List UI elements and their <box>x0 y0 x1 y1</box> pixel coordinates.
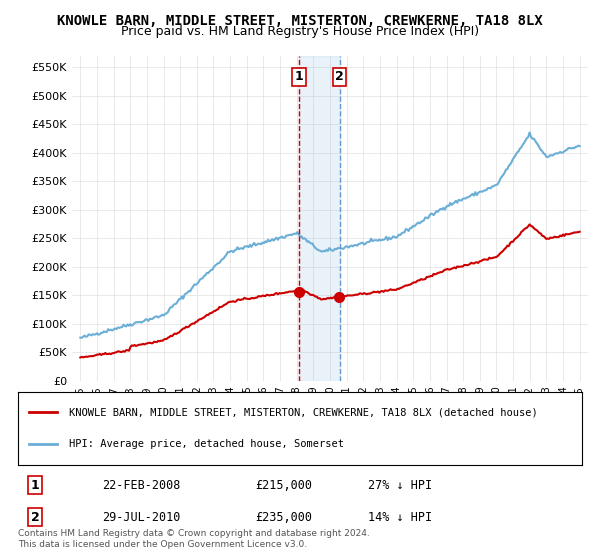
Text: 1: 1 <box>31 479 39 492</box>
Text: Price paid vs. HM Land Registry's House Price Index (HPI): Price paid vs. HM Land Registry's House … <box>121 25 479 38</box>
Text: 2: 2 <box>31 511 39 524</box>
Text: Contains HM Land Registry data © Crown copyright and database right 2024.
This d: Contains HM Land Registry data © Crown c… <box>18 529 370 549</box>
Text: KNOWLE BARN, MIDDLE STREET, MISTERTON, CREWKERNE, TA18 8LX (detached house): KNOWLE BARN, MIDDLE STREET, MISTERTON, C… <box>69 407 538 417</box>
Text: 2: 2 <box>335 70 344 83</box>
Text: KNOWLE BARN, MIDDLE STREET, MISTERTON, CREWKERNE, TA18 8LX: KNOWLE BARN, MIDDLE STREET, MISTERTON, C… <box>57 14 543 28</box>
Text: 14% ↓ HPI: 14% ↓ HPI <box>368 511 432 524</box>
Text: HPI: Average price, detached house, Somerset: HPI: Average price, detached house, Some… <box>69 440 344 450</box>
Text: 27% ↓ HPI: 27% ↓ HPI <box>368 479 432 492</box>
Text: £215,000: £215,000 <box>255 479 312 492</box>
Bar <box>299 56 340 381</box>
Text: 22-FEB-2008: 22-FEB-2008 <box>103 479 181 492</box>
Text: £235,000: £235,000 <box>255 511 312 524</box>
Text: 29-JUL-2010: 29-JUL-2010 <box>103 511 181 524</box>
Text: 1: 1 <box>295 70 304 83</box>
